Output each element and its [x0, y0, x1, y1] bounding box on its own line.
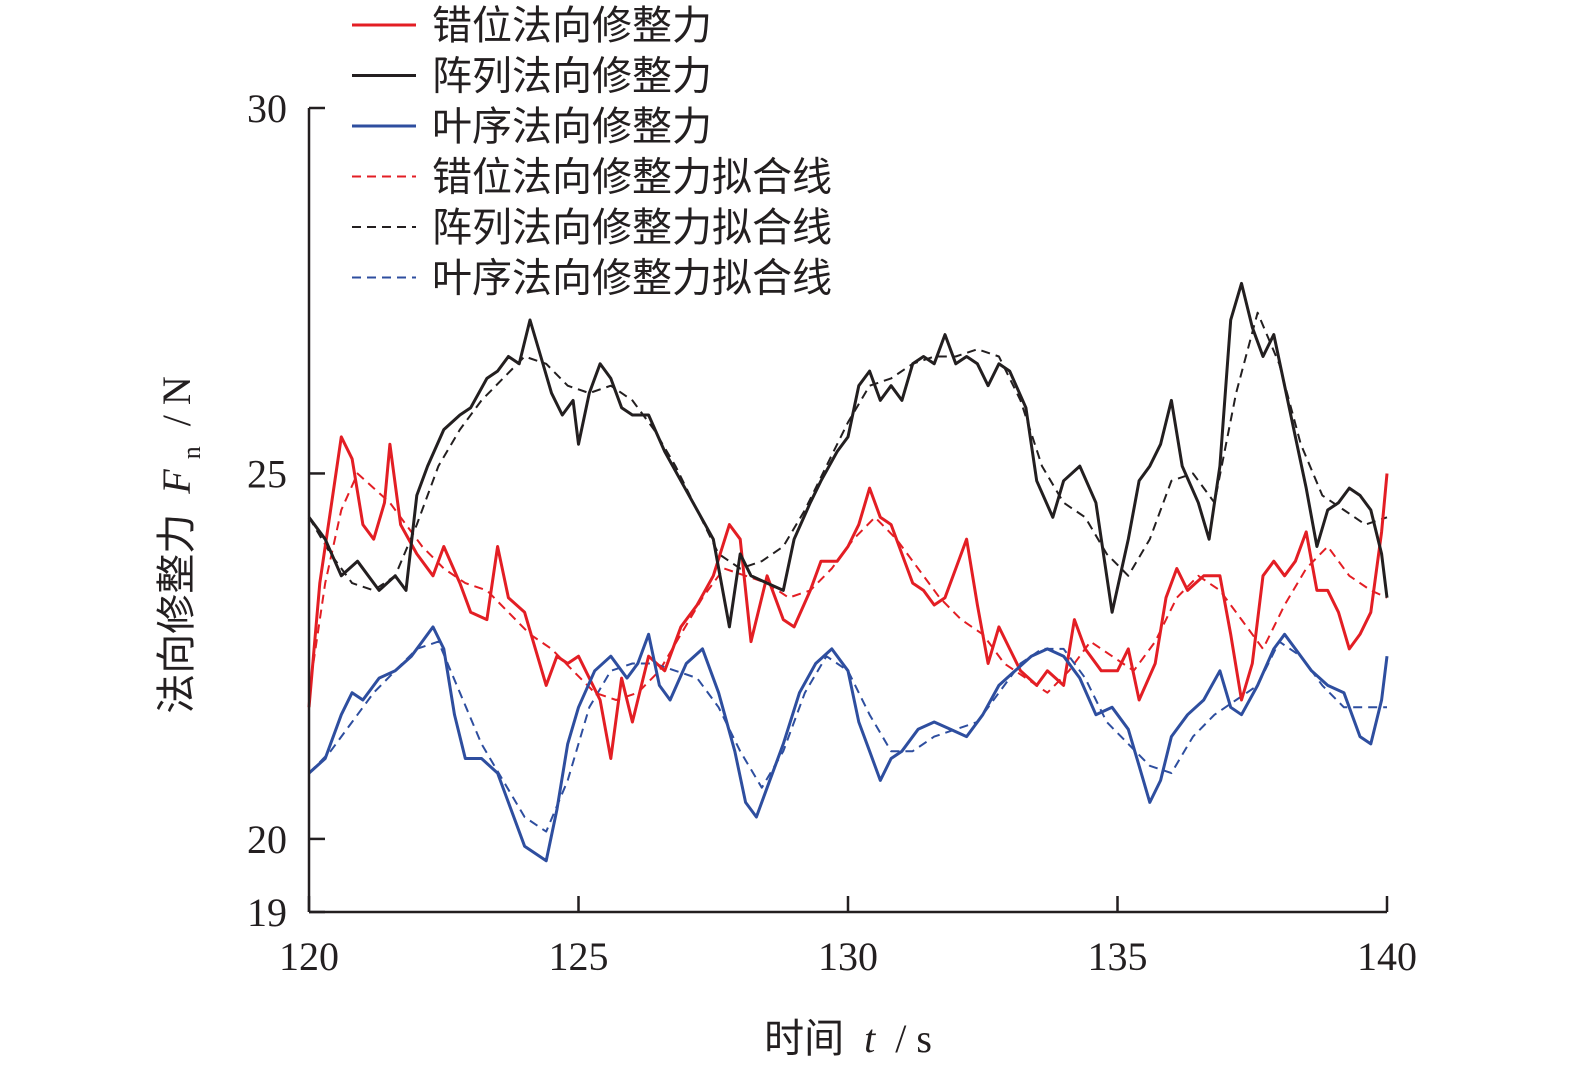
plot-area	[307, 281, 1389, 863]
legend-label: 叶序法向修整力	[432, 104, 712, 149]
x-axis-title-unit: / s	[895, 1016, 932, 1061]
y-tick-label: 25	[247, 451, 287, 496]
y-axis-title-text: 法向修整力	[154, 514, 199, 714]
legend-label: 阵列法向修整力拟合线	[432, 205, 832, 250]
legend-label: 阵列法向修整力	[432, 54, 712, 99]
y-tick-label: 19	[247, 890, 287, 935]
legend-label: 错位法向修整力拟合线	[432, 155, 832, 200]
series-line-2	[307, 625, 1389, 863]
x-tick-label: 140	[1357, 934, 1417, 979]
y-axis-title: 法向修整力 F n / N	[154, 376, 209, 713]
x-axis-title-text: 时间	[764, 1016, 844, 1061]
y-axis-title-sub: n	[177, 446, 206, 459]
x-tick-label: 125	[549, 934, 609, 979]
legend-label: 叶序法向修整力拟合线	[432, 256, 832, 301]
x-tick-label: 120	[279, 934, 339, 979]
x-axis-title-var: t	[864, 1016, 876, 1061]
axes: 19 20 25 30 120 125 130 135 140	[247, 86, 1417, 979]
x-tick-label: 130	[818, 934, 878, 979]
legend-label: 错位法向修整力	[432, 3, 712, 48]
y-axis-title-var: F	[154, 469, 199, 495]
series-line-4	[308, 311, 1388, 592]
y-tick-label: 20	[247, 817, 287, 862]
series-line-1	[307, 281, 1389, 629]
x-tick-label: 135	[1088, 934, 1148, 979]
series-line-3	[308, 472, 1388, 701]
y-tick-label: 30	[247, 86, 287, 131]
series-line-0	[307, 435, 1389, 760]
x-axis-title: 时间 t / s	[764, 1016, 932, 1061]
y-axis-title-unit: / N	[154, 376, 199, 426]
legend: 错位法向修整力阵列法向修整力叶序法向修整力错位法向修整力拟合线阵列法向修整力拟合…	[352, 3, 832, 301]
